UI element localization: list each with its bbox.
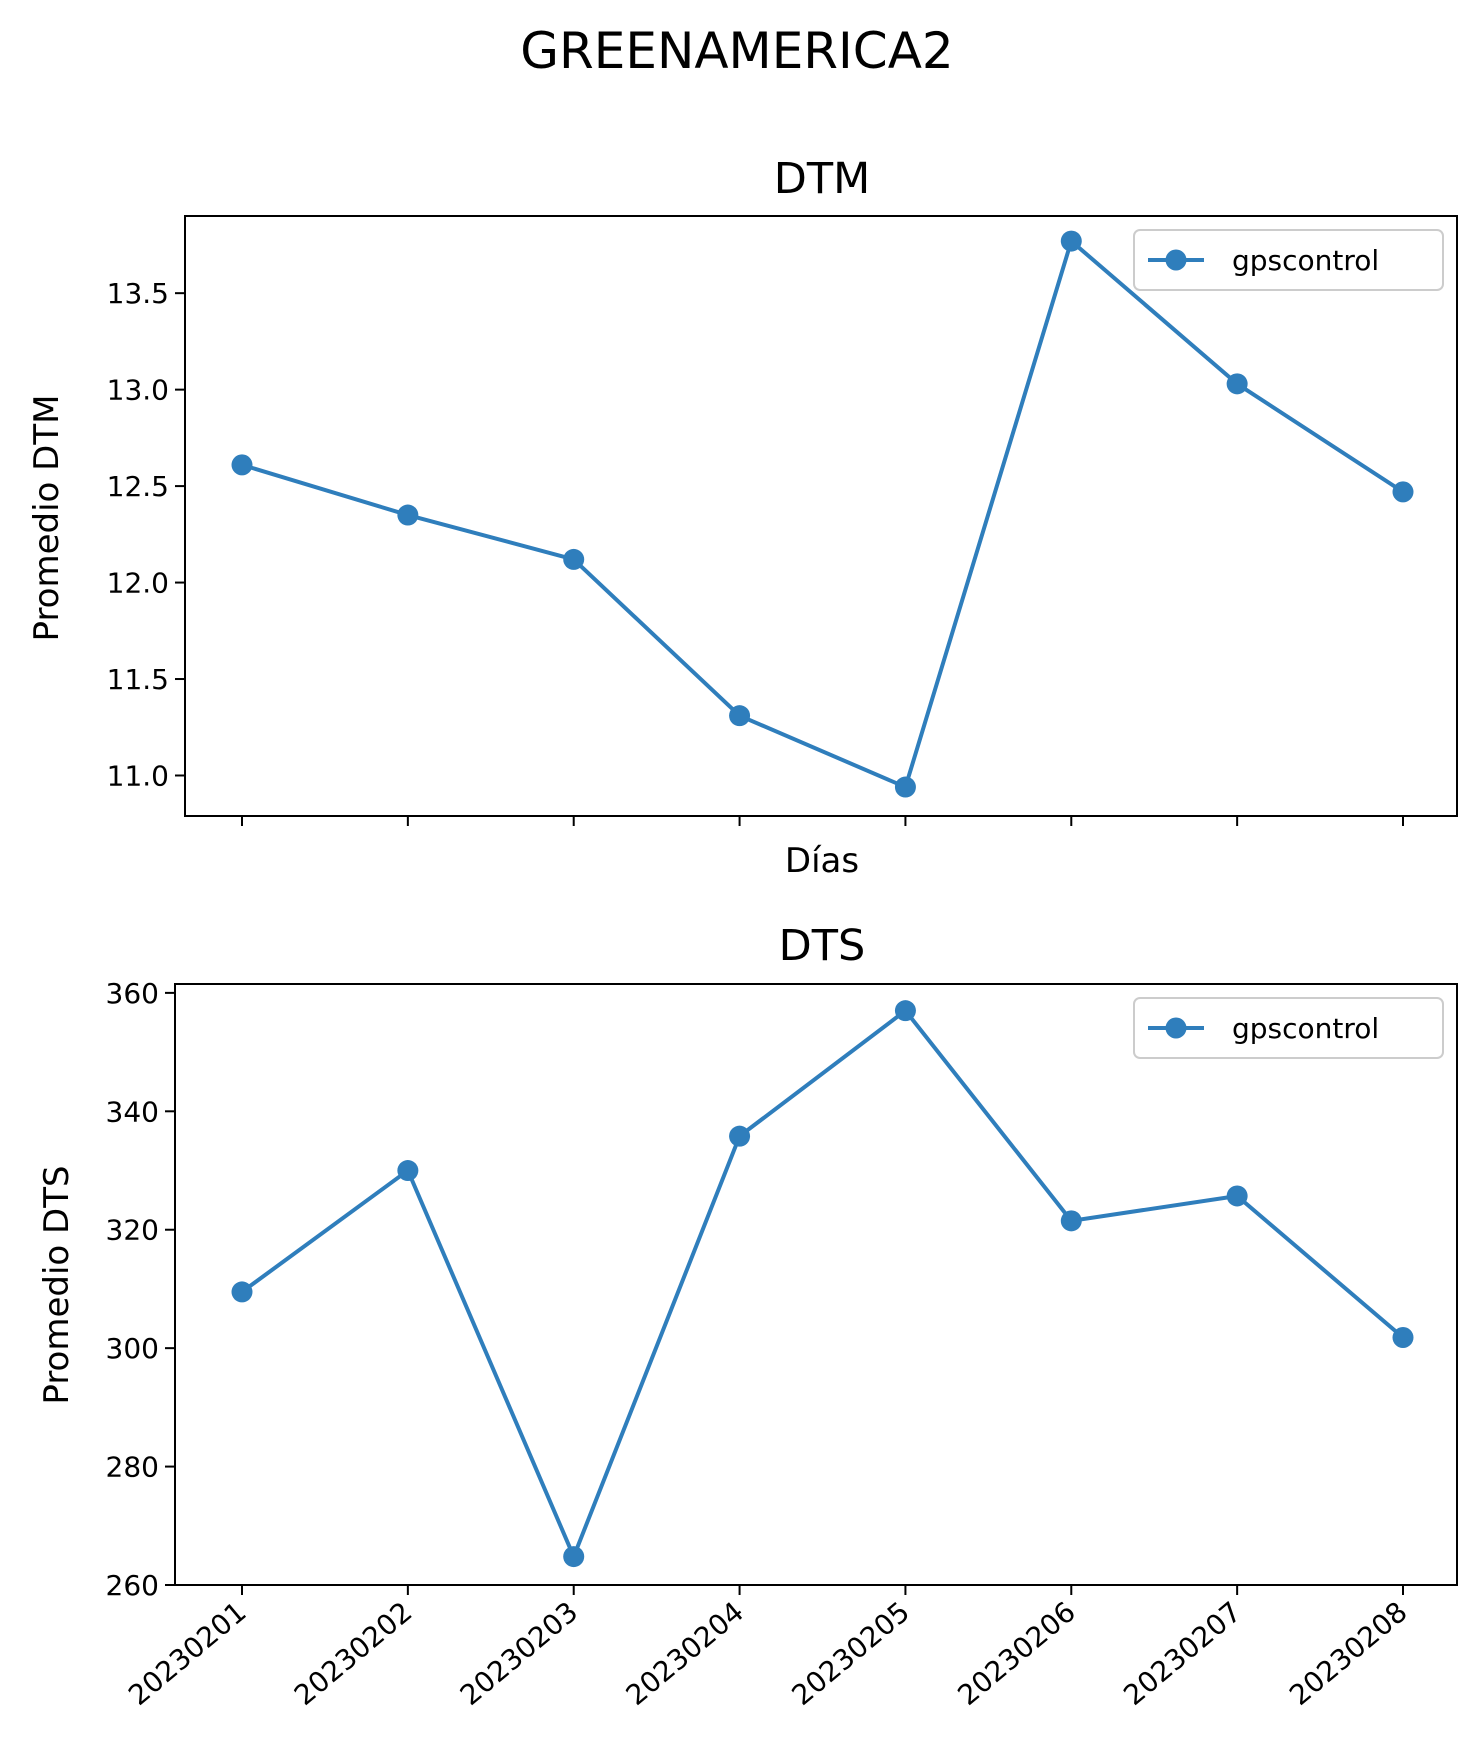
data-point — [563, 1546, 585, 1568]
y-tick-label: 12.5 — [107, 470, 169, 503]
y-axis-label-text: Promedio DTS — [37, 1165, 77, 1404]
chart-panel-dtm: DTM Promedio DTM Días 11.0 11.5 12.0 12.5 13… — [27, 154, 1458, 881]
data-point — [1226, 1185, 1248, 1207]
legend-box — [1133, 229, 1444, 291]
y-tick-label: 260 — [106, 1569, 159, 1602]
data-point — [1060, 230, 1082, 252]
data-point — [729, 1125, 751, 1147]
data-point — [1392, 481, 1414, 503]
legend-box — [1133, 997, 1444, 1059]
legend-marker — [1165, 1017, 1187, 1039]
y-tick-label: 360 — [106, 977, 159, 1010]
y-tick-label: 13.0 — [107, 374, 169, 407]
y-tick-label: 340 — [106, 1095, 159, 1128]
y-axis-label: Promedio DTS — [37, 1165, 77, 1404]
data-point — [397, 504, 419, 526]
y-tick-label: 280 — [106, 1451, 159, 1484]
axes-frame — [184, 215, 1458, 817]
x-axis-label: Días — [785, 841, 859, 881]
figure-title: GREENAMERICA2 — [520, 22, 953, 80]
data-point — [397, 1160, 419, 1182]
data-point — [231, 454, 253, 476]
data-point — [729, 705, 751, 727]
y-axis-label: Promedio DTM — [27, 395, 67, 642]
data-point — [894, 1000, 916, 1022]
data-point — [1060, 1210, 1082, 1232]
y-tick-label: 13.5 — [107, 277, 169, 310]
data-point — [1226, 373, 1248, 395]
y-axis-label-text: Promedio DTM — [27, 395, 67, 642]
data-point — [894, 776, 916, 798]
y-tick-label: 11.0 — [107, 759, 169, 792]
legend: gpscontrol — [1133, 997, 1444, 1059]
y-tick-label: 12.0 — [107, 567, 169, 600]
series-line — [241, 237, 1405, 790]
plot-area: 11.0 11.5 12.0 12.5 13.0 13.5 gpscontrol — [107, 215, 1458, 826]
y-tick-label: 320 — [106, 1214, 159, 1247]
y-tick-label: 11.5 — [107, 663, 169, 696]
legend-label: gpscontrol — [1232, 1012, 1379, 1045]
series-line — [240, 1007, 1405, 1562]
legend-label: gpscontrol — [1232, 244, 1379, 277]
y-tick-label: 300 — [106, 1332, 159, 1365]
legend-marker — [1165, 249, 1187, 271]
chart-title: DTS — [779, 921, 866, 971]
axes-frame — [174, 983, 1458, 1586]
chart-title: DTM — [774, 154, 870, 204]
data-point — [563, 548, 585, 570]
data-point — [231, 1281, 253, 1303]
data-point — [1392, 1326, 1414, 1348]
legend: gpscontrol — [1133, 229, 1444, 291]
